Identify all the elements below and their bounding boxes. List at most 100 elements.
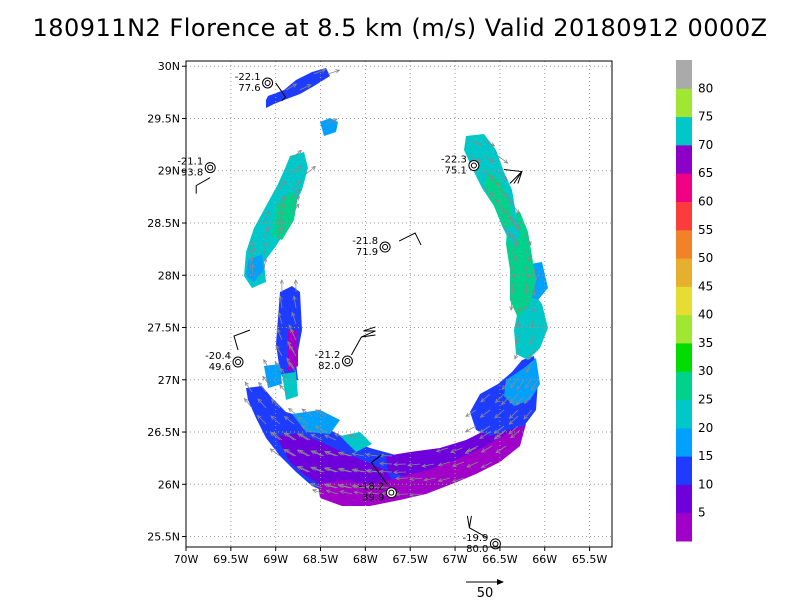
wind-vector-153 [524, 393, 533, 405]
wind-speed-region-0 [266, 68, 330, 108]
wind-vector-84 [301, 425, 313, 433]
wind-vector-39 [287, 340, 295, 353]
dropsonde-4: -20.449.6 [205, 329, 251, 373]
colorbar-segment-12 [676, 173, 692, 202]
dropsonde-rh: 82.0 [318, 361, 340, 372]
wind-vector-15 [291, 149, 302, 159]
wind-vector-160 [517, 299, 522, 313]
wind-vector-107 [311, 489, 325, 495]
dropsonde-dot [492, 540, 499, 547]
wind-vector-53 [269, 448, 281, 457]
y-tick-label-6: 28.5N [147, 217, 180, 230]
wind-barb [275, 82, 287, 102]
x-tick-label-6: 67W [443, 553, 468, 566]
colorbar-segment-16 [676, 60, 692, 89]
wind-vector-72 [351, 452, 365, 457]
wind-vector-164 [531, 299, 536, 313]
wind-vector-113 [395, 476, 409, 481]
wind-vector-23 [291, 203, 300, 215]
colorbar-segment-10 [676, 229, 692, 259]
wind-vector-41 [263, 358, 271, 371]
wind-barb [398, 232, 422, 246]
dropsonde-ring [379, 241, 391, 253]
wind-vector-28 [277, 311, 283, 325]
wind-speed-region-8 [282, 372, 298, 400]
dropsonde-2: -22.375.1 [441, 155, 523, 184]
colorbar: 5 10 15 20 25 30 35 40 45 50 55 60 65 70 75 80 [676, 60, 713, 542]
dropsonde-dot [470, 162, 477, 169]
x-tick-label-8: 66W [532, 553, 557, 566]
wind-vector-47 [258, 381, 267, 393]
wind-vector-182 [469, 155, 482, 162]
wind-vector-1 [299, 84, 312, 91]
wind-vector-152 [524, 377, 533, 389]
colorbar-label-12: 65 [698, 166, 713, 180]
wind-vector-146 [493, 425, 505, 434]
reference-vector-label: 50 [477, 586, 494, 600]
dropsonde-temp: -19.9 [463, 533, 489, 544]
wind-vector-149 [508, 409, 519, 420]
wind-vector-38 [288, 324, 295, 337]
y-tick-label-1: 26N [158, 478, 180, 491]
wind-speed-region-16 [504, 358, 540, 406]
colorbar-segment-6 [676, 342, 692, 372]
chart-title: 180911N2 Florence at 8.5 km (m/s) Valid … [32, 14, 768, 42]
y-tick-label-2: 26.5N [147, 426, 180, 439]
wind-vector-109 [339, 489, 353, 495]
x-tick-label-9: 65.5W [572, 553, 607, 566]
dropsonde-temp: -21.1 [177, 157, 203, 168]
wind-vector-25 [250, 263, 255, 277]
wind-vector-64 [309, 482, 323, 489]
y-tick-label-5: 28N [158, 269, 180, 282]
wind-vector-75 [365, 452, 379, 457]
wind-vector-131 [407, 462, 421, 468]
wind-vector-181 [469, 139, 482, 146]
wind-vector-195 [489, 193, 500, 203]
wind-vector-187 [497, 155, 509, 164]
wind-vector-135 [464, 447, 477, 454]
wind-vector-115 [409, 476, 423, 482]
wind-vector-136 [479, 431, 491, 439]
wind-vector-129 [379, 461, 393, 466]
wind-vector-161 [516, 315, 521, 329]
wind-vector-100 [339, 451, 353, 457]
wind-barb [195, 177, 211, 194]
dropsonde-6: -18.239.9 [359, 454, 397, 504]
wind-vector-159 [530, 379, 539, 391]
wind-vector-7 [263, 210, 270, 223]
wind-speed-region-7 [264, 364, 282, 388]
wind-vector-2 [313, 68, 327, 75]
wind-vectors [243, 68, 539, 498]
colorbar-segment-3 [676, 427, 692, 457]
wind-vector-183 [483, 139, 496, 147]
dropsonde-dot [235, 359, 242, 366]
colorbar-label-11: 60 [698, 194, 713, 208]
wind-vector-127 [495, 445, 507, 454]
x-axis: 70W 69.5W 69W 68.5W 68W 67.5W 67W 66.5W 66W 65.5W [174, 547, 607, 566]
colorbar-segment-14 [676, 116, 692, 146]
wind-vector-133 [435, 447, 449, 453]
wind-barb [350, 326, 376, 356]
dropsonde-temp: -21.2 [315, 350, 341, 361]
wind-vector-8 [263, 225, 270, 239]
wind-vector-128 [510, 429, 521, 439]
dropsonde-5: -21.282.0 [315, 326, 376, 372]
wind-vector-36 [289, 345, 297, 357]
wind-vector-173 [511, 265, 516, 279]
wind-speed-region-1 [320, 118, 338, 136]
wind-vector-88 [347, 433, 361, 439]
wind-vector-89 [271, 432, 283, 441]
dropsonde-temp: -22.3 [441, 155, 467, 166]
colorbar-label-1: 10 [698, 477, 713, 491]
wind-vector-11 [277, 180, 287, 191]
wind-vector-29 [276, 328, 283, 341]
dropsonde-dot [207, 164, 214, 171]
dropsonde-temp: -21.8 [352, 236, 378, 247]
wind-vector-188 [497, 171, 508, 181]
wind-speed-region-11 [340, 432, 372, 452]
wind-vector-50 [270, 398, 281, 409]
y-tick-label-9: 30N [158, 60, 180, 73]
wind-vector-139 [465, 409, 477, 417]
wind-vector-175 [509, 297, 514, 311]
